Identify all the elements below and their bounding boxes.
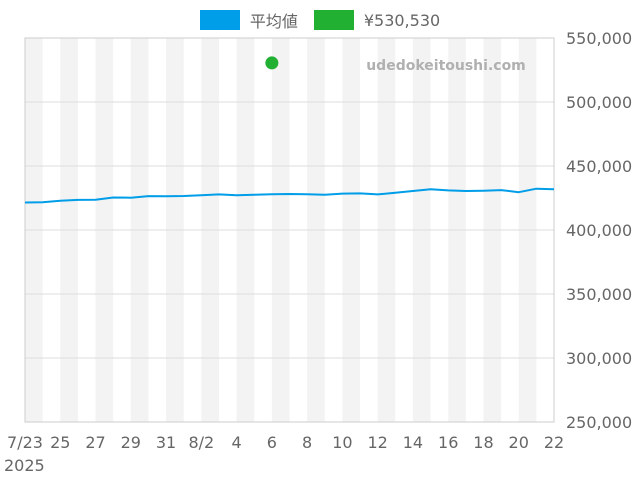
x-tick-label: 20 (509, 433, 529, 452)
x-tick-label: 29 (121, 433, 141, 452)
x-tick-label: 14 (403, 433, 423, 452)
legend-item-price[interactable]: ¥530,530 (313, 10, 441, 30)
x-tick-label: 27 (85, 433, 105, 452)
x-tick-label: 7/23 (7, 433, 43, 452)
y-tick-label: 450,000 (566, 157, 632, 176)
legend-item-average[interactable]: 平均値 (199, 8, 298, 32)
legend-swatch-price (313, 10, 354, 30)
y-tick-label: 250,000 (566, 413, 632, 432)
x-tick-label: 4 (232, 433, 242, 452)
y-tick-label: 400,000 (566, 221, 632, 240)
x-tick-label: 25 (50, 433, 70, 452)
x-tick-label: 22 (544, 433, 564, 452)
series-line-average (24, 187, 555, 204)
x-tick-label: 8 (302, 433, 312, 452)
legend: 平均値 ¥530,530 (0, 8, 640, 32)
y-tick-label: 550,000 (566, 29, 632, 48)
x-tick-label: 8/2 (188, 433, 214, 452)
legend-label-price: ¥530,530 (363, 10, 441, 30)
plot-border (24, 37, 555, 423)
y-tick-label: 500,000 (566, 93, 632, 112)
x-tick-label: 10 (332, 433, 352, 452)
x-tick-label: 6 (267, 433, 277, 452)
x-year-label: 2025 (4, 456, 45, 475)
legend-swatch-average (199, 10, 240, 30)
y-tick-label: 300,000 (566, 349, 632, 368)
data-point-price (265, 56, 279, 70)
x-tick-label: 16 (438, 433, 458, 452)
watermark-text: udedokeitoushi.com (366, 58, 526, 74)
y-tick-label: 350,000 (566, 285, 632, 304)
x-tick-label: 31 (156, 433, 176, 452)
legend-label-average: 平均値 (249, 12, 298, 31)
x-tick-label: 18 (473, 433, 493, 452)
x-tick-label: 12 (367, 433, 387, 452)
